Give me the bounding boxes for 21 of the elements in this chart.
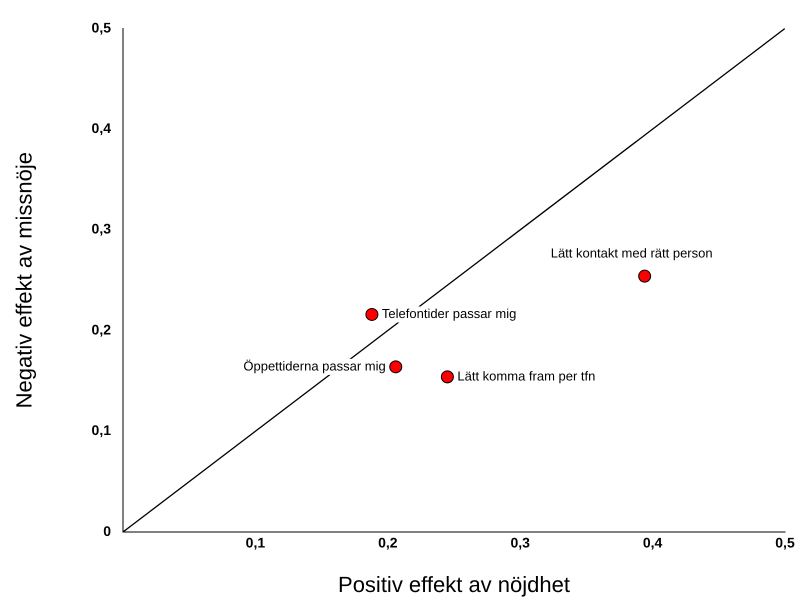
y-axis-title: Negativ effekt av missnöje bbox=[11, 152, 36, 408]
y-tick-label: 0,4 bbox=[92, 120, 112, 136]
x-tick-label: 0,4 bbox=[642, 534, 663, 550]
x-tick-label: 0,3 bbox=[510, 534, 530, 550]
y-tick-label: 0,3 bbox=[92, 220, 112, 237]
x-tick-label: 0,1 bbox=[246, 534, 266, 550]
y-tick-label: 0,1 bbox=[92, 422, 112, 438]
point bbox=[365, 308, 378, 321]
annotation: Öppettiderna passar mig bbox=[243, 358, 386, 374]
x-tick-label: 0,2 bbox=[378, 534, 398, 550]
x-axis-title: Positiv effekt av nöjdhet bbox=[338, 572, 570, 597]
annotation: Lätt komma fram per tfn bbox=[457, 368, 596, 384]
y-tick-label: 0 bbox=[103, 522, 112, 539]
x-tick-label: 0,5 bbox=[775, 534, 795, 550]
point bbox=[389, 360, 402, 374]
point bbox=[440, 370, 454, 384]
point bbox=[638, 270, 652, 283]
annotation: Lätt kontakt med rätt person bbox=[550, 246, 713, 261]
y-tick-label: 0,5 bbox=[92, 19, 112, 36]
y-tick-label: 0,2 bbox=[92, 321, 112, 338]
annotation: Telefontider passar mig bbox=[382, 306, 516, 322]
